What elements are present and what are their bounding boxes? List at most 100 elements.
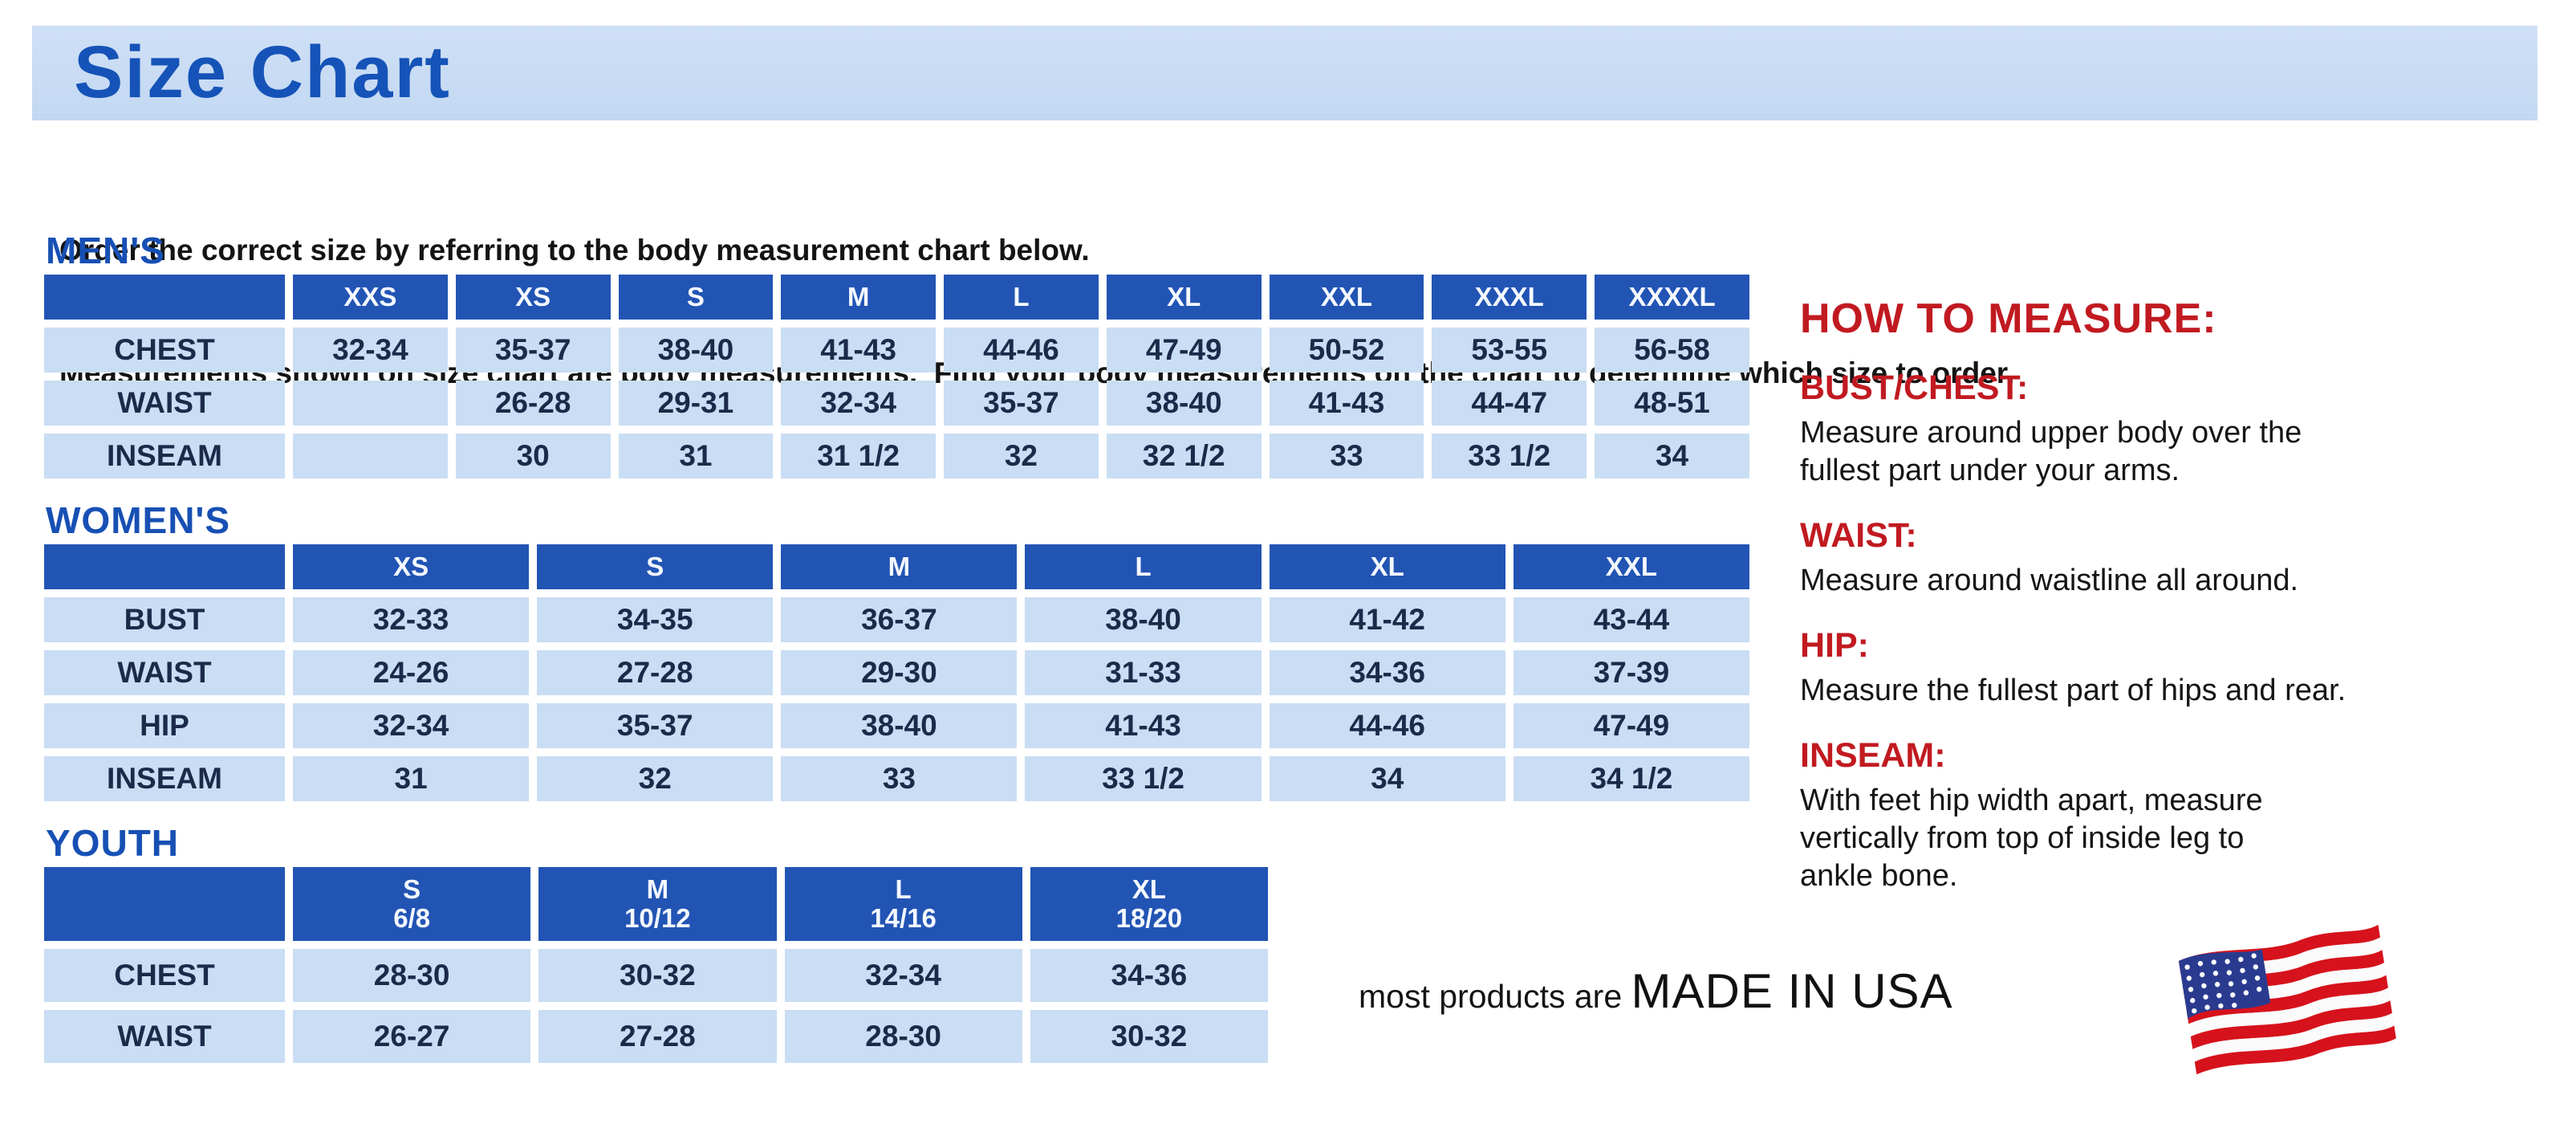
size-column-header: L 14/16 (784, 867, 1022, 941)
value-cell: 41-43 (1269, 381, 1424, 426)
value-cell: 28-30 (784, 1010, 1022, 1063)
value-cell: 32 (537, 756, 774, 801)
value-cell: 33 1/2 (1025, 756, 1262, 801)
value-cell: 29-30 (781, 650, 1018, 695)
value-cell (293, 381, 448, 426)
value-cell: 47-49 (1513, 703, 1749, 748)
value-cell: 34-36 (1269, 650, 1505, 695)
value-cell: 30-32 (538, 949, 777, 1002)
value-cell: 27-28 (538, 1010, 777, 1063)
value-cell: 28-30 (293, 949, 531, 1002)
value-cell: 33 1/2 (1432, 434, 1587, 478)
corner-cell (44, 275, 285, 320)
row-label-cell: WAIST (44, 381, 285, 426)
value-cell: 38-40 (1025, 597, 1262, 642)
value-cell: 32-34 (784, 949, 1022, 1002)
value-cell: 47-49 (1106, 328, 1262, 373)
value-cell: 33 (781, 756, 1018, 801)
value-cell: 26-28 (455, 381, 611, 426)
measure-term-label: HIP: (1800, 626, 1869, 665)
size-column-header: XL 18/20 (1030, 867, 1268, 941)
youth-size-table: S 6/8 M 10/12 L 14/16 XL 18/20 CHEST 28-30 30-32 32… (36, 859, 1276, 1071)
size-column-header: S (537, 544, 774, 589)
value-cell: 32-34 (293, 703, 530, 748)
page-title: Size Chart (74, 31, 451, 113)
row-label-cell: WAIST (44, 1010, 285, 1063)
mens-section-heading: MEN'S (46, 230, 165, 271)
value-cell: 34 (1269, 756, 1505, 801)
size-column-header: XXL (1513, 544, 1749, 589)
value-cell: 31-33 (1025, 650, 1262, 695)
size-column-header: XS (293, 544, 530, 589)
measure-instruction: Measure around waistline all around. (1800, 564, 2299, 597)
value-cell: 32-34 (293, 328, 448, 373)
value-cell: 48-51 (1595, 381, 1749, 426)
row-label-cell: INSEAM (44, 756, 285, 801)
size-column-header: L (944, 275, 1099, 320)
value-cell: 32 (944, 434, 1099, 478)
row-label-cell: WAIST (44, 650, 285, 695)
value-cell: 44-47 (1432, 381, 1587, 426)
size-column-header: XXS (293, 275, 448, 320)
value-cell (293, 434, 448, 478)
value-cell: 50-52 (1269, 328, 1424, 373)
value-cell: 35-37 (455, 328, 611, 373)
value-cell: 34 (1595, 434, 1749, 478)
measure-instruction: With feet hip width apart, measure verti… (1800, 784, 2263, 893)
row-label-cell: CHEST (44, 949, 285, 1002)
value-cell: 36-37 (781, 597, 1018, 642)
value-cell: 32-33 (293, 597, 530, 642)
title-banner: Size Chart (32, 26, 2537, 120)
measure-instruction: Measure around upper body over the fulle… (1800, 416, 2302, 487)
value-cell: 31 1/2 (781, 434, 937, 478)
youth-section-heading: YOUTH (46, 822, 179, 864)
value-cell: 35-37 (537, 703, 774, 748)
size-column-header: XL (1106, 275, 1262, 320)
value-cell: 44-46 (944, 328, 1099, 373)
size-column-header: XXXXL (1595, 275, 1749, 320)
value-cell: 56-58 (1595, 328, 1749, 373)
size-column-header: M 10/12 (538, 867, 777, 941)
measure-term-label: INSEAM: (1800, 736, 1946, 775)
value-cell: 41-43 (1025, 703, 1262, 748)
value-cell: 35-37 (944, 381, 1099, 426)
value-cell: 31 (618, 434, 774, 478)
value-cell: 34-35 (537, 597, 774, 642)
value-cell: 34-36 (1030, 949, 1268, 1002)
size-column-header: L (1025, 544, 1262, 589)
size-column-header: M (781, 544, 1018, 589)
size-tables-column: MEN'S XXS XS S M L XL XXL XXXL XXXXL CHEST 32-34 35… (44, 230, 1778, 1071)
value-cell: 27-28 (537, 650, 774, 695)
corner-cell (44, 867, 285, 941)
row-label-cell: CHEST (44, 328, 285, 373)
value-cell: 38-40 (618, 328, 774, 373)
value-cell: 37-39 (1513, 650, 1749, 695)
how-to-measure-panel: HOW TO MEASURE: BUST/CHEST: Measure aroun… (1800, 295, 2538, 895)
value-cell: 44-46 (1269, 703, 1505, 748)
made-in-usa-prefix: most products are (1359, 978, 1631, 1015)
size-column-header: XL (1269, 544, 1505, 589)
value-cell: 41-42 (1269, 597, 1505, 642)
value-cell: 38-40 (781, 703, 1018, 748)
value-cell: 43-44 (1513, 597, 1749, 642)
size-column-header: S 6/8 (293, 867, 531, 941)
value-cell: 30 (455, 434, 611, 478)
made-in-usa-text: MADE IN USA (1631, 964, 1953, 1018)
row-label-cell: INSEAM (44, 434, 285, 478)
made-in-usa-line: most products are MADE IN USA (1359, 963, 1953, 1019)
value-cell: 26-27 (293, 1010, 531, 1063)
us-flag-icon (2178, 924, 2396, 1075)
value-cell: 24-26 (293, 650, 530, 695)
value-cell: 53-55 (1432, 328, 1587, 373)
value-cell: 38-40 (1106, 381, 1262, 426)
size-column-header: M (781, 275, 937, 320)
value-cell: 41-43 (781, 328, 937, 373)
mens-size-table: XXS XS S M L XL XXL XXXL XXXXL CHEST 32-34 35-37 38-… (36, 267, 1757, 487)
corner-cell (44, 544, 285, 589)
womens-section-heading: WOMEN'S (46, 499, 231, 541)
size-column-header: XS (455, 275, 611, 320)
intro-line-1: Order the correct size by referring to t… (59, 234, 1090, 267)
value-cell: 33 (1269, 434, 1424, 478)
measure-term-label: WAIST: (1800, 516, 1917, 555)
value-cell: 32 1/2 (1106, 434, 1262, 478)
